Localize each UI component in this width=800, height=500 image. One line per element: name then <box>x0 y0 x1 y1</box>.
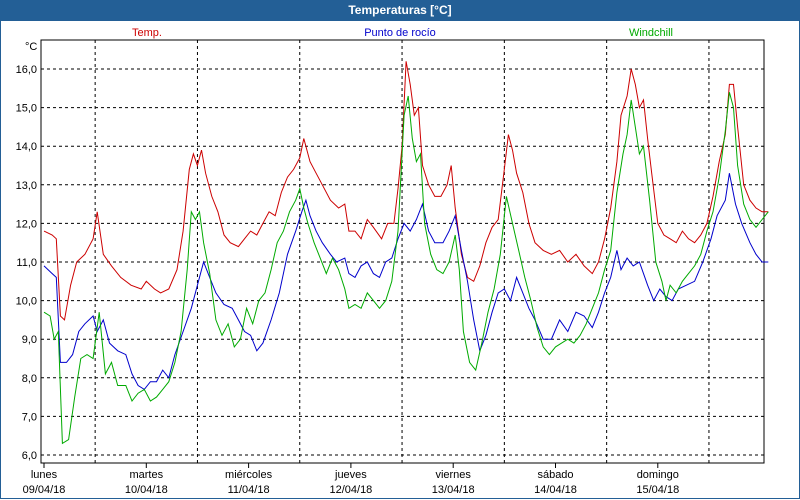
legend: Temp. Punto de rocío Windchill <box>132 27 673 39</box>
y-tick-label: 7,0 <box>22 411 37 423</box>
y-tick-label: 10,0 <box>16 296 37 308</box>
x-tick-day: viernes <box>435 469 471 481</box>
x-tick-day: sábado <box>537 469 573 481</box>
x-tick-date: 15/04/18 <box>636 484 679 496</box>
legend-dew-point: Punto de rocío <box>364 27 436 39</box>
x-tick-day: miércoles <box>225 469 273 481</box>
y-tick-label: 6,0 <box>22 450 37 462</box>
y-tick-label: 12,0 <box>16 218 37 230</box>
x-tick-date: 12/04/18 <box>329 484 372 496</box>
y-axis: 6,0 7,0 8,0 9,0 10,0 11,0 12,0 13,0 14,0 15,0 16,0 <box>16 64 37 462</box>
plot-area-border <box>40 39 765 464</box>
legend-temp: Temp. <box>132 27 162 39</box>
series-line-1 <box>43 173 769 391</box>
series-line-2 <box>43 92 769 445</box>
y-tick-label: 9,0 <box>22 334 37 346</box>
x-tick-day: martes <box>129 469 163 481</box>
y-tick-label: 11,0 <box>16 257 37 269</box>
y-tick-label: 13,0 <box>16 180 37 192</box>
x-tick-date: 10/04/18 <box>125 484 168 496</box>
x-tick-date: 14/04/18 <box>534 484 577 496</box>
series-line-0 <box>43 61 769 321</box>
x-tick-date: 09/04/18 <box>23 484 66 496</box>
y-tick-label: 16,0 <box>16 64 37 76</box>
x-tick-day: jueves <box>334 469 367 481</box>
x-tick-day: domingo <box>637 469 679 481</box>
x-axis: lunes 09/04/18 martes 10/04/18 miércoles 11/0… <box>23 463 679 496</box>
x-tick-day: lunes <box>31 469 58 481</box>
series-lines <box>43 61 769 445</box>
x-tick-date: 11/04/18 <box>228 484 270 496</box>
y-tick-label: 14,0 <box>16 141 37 153</box>
y-tick-label: 15,0 <box>16 103 37 115</box>
window-title: Temperaturas [°C] <box>0 0 800 21</box>
x-tick-date: 13/04/18 <box>432 484 475 496</box>
y-tick-label: 8,0 <box>22 373 37 385</box>
y-axis-unit: °C <box>25 41 37 53</box>
legend-windchill: Windchill <box>629 27 673 39</box>
